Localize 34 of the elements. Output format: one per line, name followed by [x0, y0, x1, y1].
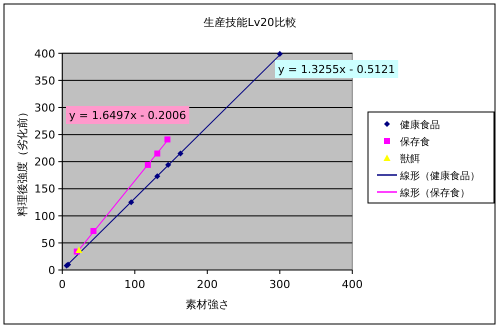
- point: [128, 199, 134, 206]
- legend-label: 線形（健康食品）: [399, 170, 480, 182]
- point: [165, 162, 172, 168]
- y-tick-label: 200: [34, 156, 56, 169]
- x-tick-label: 0: [58, 278, 66, 291]
- point: [154, 150, 160, 157]
- x-tick-label: 200: [196, 278, 218, 291]
- x-axis-title: 素材強さ: [185, 298, 230, 311]
- legend-label: 健康食品: [400, 119, 440, 131]
- annotation: y = 1.6497x - 0.2006: [69, 109, 186, 122]
- y-axis-title: 料理後強度（劣化前）: [16, 106, 29, 217]
- point: [177, 150, 184, 157]
- y-tick-label: 150: [34, 182, 56, 196]
- y-tick-label: 250: [34, 128, 56, 142]
- x-tick-label: 100: [124, 278, 146, 291]
- legend-label: 保存食: [400, 136, 430, 148]
- point: [276, 50, 283, 57]
- point: [75, 246, 82, 253]
- y-tick-label: 300: [34, 101, 56, 114]
- annotation: y = 1.3255x - 0.5121: [278, 63, 396, 76]
- legend-label: 獣餌: [400, 153, 420, 165]
- x-tick-label: 400: [342, 278, 363, 291]
- point: [144, 162, 151, 168]
- y-tick-label: 400: [34, 47, 56, 60]
- point: [164, 136, 170, 142]
- y-tick-label: 350: [34, 74, 56, 88]
- point: [154, 173, 160, 180]
- y-tick-label: 0: [48, 264, 56, 277]
- y-tick-label: 100: [34, 210, 56, 223]
- chart-title: 生産技能Lv20比較: [204, 16, 296, 29]
- x-tick-label: 300: [269, 278, 290, 291]
- y-tick-label: 50: [41, 236, 56, 250]
- legend-label: 線形（保存食）: [399, 187, 470, 199]
- point: [90, 228, 96, 234]
